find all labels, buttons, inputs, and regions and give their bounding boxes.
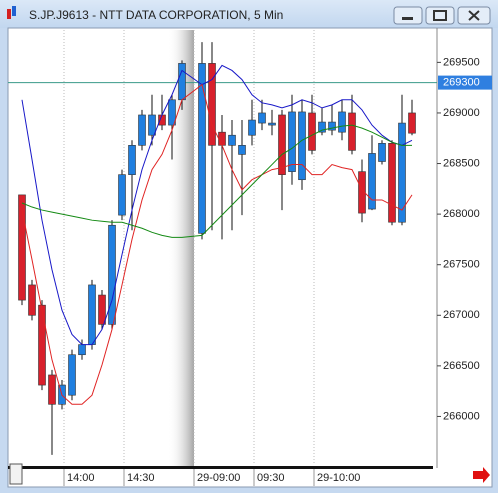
maximize-button[interactable] [425,6,455,25]
scroll-track [8,466,433,469]
candle-body [38,304,46,386]
candle-body [98,294,106,325]
candle-body [358,171,366,214]
x-tick-label: 09:30 [257,472,285,484]
y-tick-label: 266000 [443,410,480,422]
candle-body [78,344,86,356]
x-tick-label: 14:30 [127,472,155,484]
y-tick-label: 268000 [443,208,480,220]
current-price-box [438,75,492,90]
candle-body [378,143,386,162]
candle-body [18,194,26,301]
candle-body [278,114,286,175]
candle-body [348,112,356,151]
candle-body [398,122,406,223]
moving-average-line [21,83,413,405]
candle-body [178,63,186,101]
candle-body [148,114,156,136]
candle-body [198,63,206,234]
candle-body [368,153,376,210]
x-tick-label: 29-10:00 [317,472,360,484]
candle-body [138,114,146,146]
app-icon [7,6,16,19]
scroll-right-arrow[interactable] [473,467,490,483]
y-tick-label: 267500 [443,259,480,271]
y-tick-label: 268500 [443,157,480,169]
minimize-button[interactable] [393,6,423,25]
y-tick-label: 267000 [443,309,480,321]
candle-body [28,284,36,316]
candle-body [228,134,236,146]
candle-body [238,145,246,155]
candle-body [108,224,116,325]
candle-body [258,112,266,124]
candle-body [328,121,336,131]
candle-body [88,284,96,345]
candle-body [288,111,296,172]
candle-body [248,119,256,136]
candle-body [298,111,306,181]
scroll-thumb[interactable] [9,463,23,485]
moving-average-line [21,64,413,346]
candle-body [68,354,76,396]
y-tick-label: 269000 [443,107,480,119]
current-price-label: 269300 [443,77,480,89]
window-title: S.JP.J9613 - NTT DATA CORPORATION, 5 Min [29,8,283,22]
candle-body [208,63,216,146]
close-button[interactable] [457,6,491,25]
moving-average-line [21,124,412,238]
candle-body [168,99,176,126]
candle-body [218,131,226,146]
candle-body [118,174,126,216]
x-tick-label: 29-09:00 [197,472,240,484]
candle-body [408,112,416,134]
x-tick-label: 14:00 [67,472,95,484]
candle-body [388,143,396,223]
candle-body [128,145,136,175]
candle-body [48,374,56,405]
candle-body [268,122,276,126]
chart-area [7,27,493,488]
y-tick-label: 269500 [443,56,480,68]
candle-body [338,111,346,133]
candle-body [318,121,326,133]
candle-body [308,112,316,151]
y-tick-label: 266500 [443,360,480,372]
